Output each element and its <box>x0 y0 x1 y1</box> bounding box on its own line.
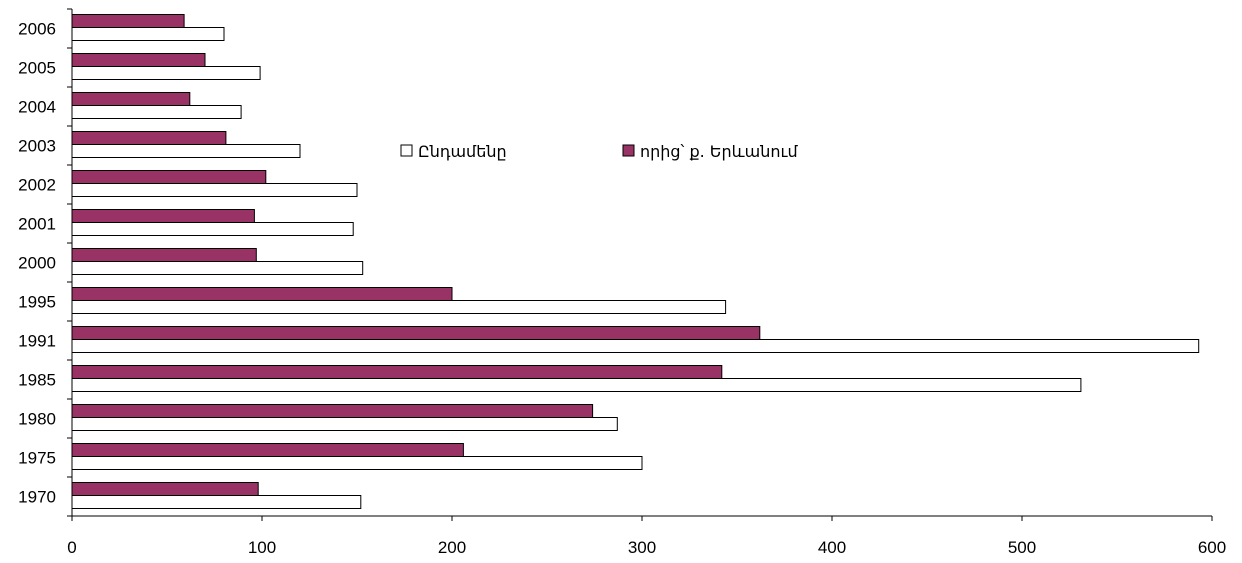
bars-group <box>71 14 1200 509</box>
x-tick-label: 600 <box>1198 538 1226 557</box>
y-tick-label: 2005 <box>18 59 56 78</box>
bar-total-2004 <box>71 105 242 119</box>
x-tick-label: 400 <box>818 538 846 557</box>
bar-total-2005 <box>71 66 261 80</box>
bar-yerevan-2000 <box>71 248 257 262</box>
y-tick-label: 2000 <box>18 254 56 273</box>
legend: Ընդամենը որից՝ ք. Երևանում <box>400 142 798 161</box>
legend-label-total: Ընդամենը <box>418 142 507 161</box>
bar-yerevan-1980 <box>71 404 594 418</box>
axes-group: 1970197519801985199119952000200120022003… <box>18 8 1226 557</box>
y-tick-label: 2004 <box>18 98 56 117</box>
bar-total-1980 <box>71 417 618 431</box>
bar-yerevan-2004 <box>71 92 191 106</box>
y-tick-label: 1991 <box>18 332 56 351</box>
bar-total-2006 <box>71 27 225 41</box>
bar-total-2001 <box>71 222 354 236</box>
bar-yerevan-1975 <box>71 443 464 457</box>
y-tick-label: 1980 <box>18 410 56 429</box>
x-tick-label: 300 <box>628 538 656 557</box>
y-tick-label: 2002 <box>18 176 56 195</box>
bar-yerevan-1985 <box>71 365 723 379</box>
bar-total-1970 <box>71 495 362 509</box>
bar-yerevan-1970 <box>71 482 259 496</box>
bar-yerevan-2006 <box>71 14 185 28</box>
bar-yerevan-1995 <box>71 287 453 301</box>
bar-total-2003 <box>71 144 301 158</box>
bar-yerevan-2005 <box>71 53 206 67</box>
legend-swatch-yerevan <box>622 144 635 157</box>
bar-total-1985 <box>71 378 1082 392</box>
legend-swatch-total <box>400 144 413 157</box>
bar-total-2002 <box>71 183 358 197</box>
x-tick-label: 100 <box>248 538 276 557</box>
x-tick-label: 500 <box>1008 538 1036 557</box>
y-tick-label: 1985 <box>18 371 56 390</box>
y-tick-label: 1970 <box>18 488 56 507</box>
bar-total-1995 <box>71 300 727 314</box>
legend-label-yerevan: որից՝ ք. Երևանում <box>640 142 798 161</box>
bar-yerevan-1991 <box>71 326 761 340</box>
bar-total-1991 <box>71 339 1200 353</box>
y-tick-label: 1995 <box>18 293 56 312</box>
bar-yerevan-2002 <box>71 170 267 184</box>
y-tick-label: 2003 <box>18 137 56 156</box>
x-tick-label: 0 <box>67 538 76 557</box>
bar-yerevan-2003 <box>71 131 227 145</box>
bar-yerevan-2001 <box>71 209 255 223</box>
y-tick-label: 1975 <box>18 449 56 468</box>
bar-total-2000 <box>71 261 364 275</box>
x-tick-label: 200 <box>438 538 466 557</box>
y-tick-label: 2001 <box>18 215 56 234</box>
bar-total-1975 <box>71 456 643 470</box>
y-tick-label: 2006 <box>18 20 56 39</box>
